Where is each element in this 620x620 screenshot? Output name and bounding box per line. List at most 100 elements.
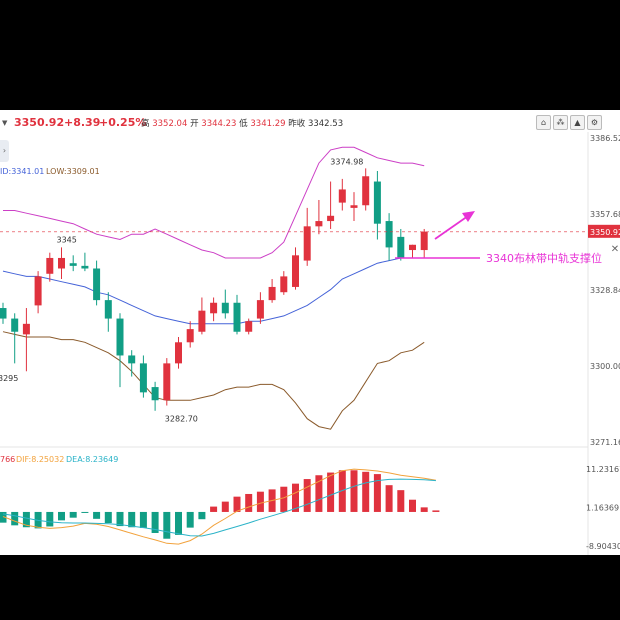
price-axis-tick: 3357.68	[590, 210, 620, 219]
boll-upper-line	[3, 146, 425, 259]
candle-body	[163, 363, 171, 401]
caret-down-icon[interactable]: ▼	[2, 119, 8, 127]
macd-histogram-bar	[303, 479, 311, 512]
candle-body	[373, 181, 381, 224]
macd-histogram-bar	[104, 511, 112, 524]
macd-histogram-bar	[315, 475, 323, 512]
close-panel-icon[interactable]: ✕	[610, 244, 620, 255]
current-price-tag	[588, 224, 620, 238]
candle-body	[69, 263, 77, 266]
macd-histogram-bar	[397, 490, 405, 512]
macd-histogram-bar	[186, 511, 194, 528]
candle-body	[186, 329, 194, 343]
candle-body	[362, 176, 370, 206]
low-label-left: 3295	[0, 374, 18, 383]
trough-label: 3282.70	[165, 415, 198, 424]
candle-body	[420, 231, 428, 251]
macd-axis-tick: 11.23167	[586, 465, 620, 474]
macd-histogram-bar	[409, 499, 416, 512]
candle-body	[350, 205, 358, 208]
macd-histogram-bar	[256, 491, 264, 512]
candle-body	[397, 236, 405, 258]
indicator-icon[interactable]: ⌂	[536, 115, 551, 130]
macd-histogram-bar	[175, 511, 182, 535]
trend-arrow-shaft	[434, 215, 469, 240]
compare-icon[interactable]: ▲	[570, 115, 585, 130]
price-chart[interactable]: 3345 3295 3282.70 3374.98 3340布林带中轨支撑位 3386…	[0, 110, 620, 555]
macd-histogram-bar	[327, 472, 335, 512]
candle-body	[116, 318, 124, 356]
price-axis-tick: 3328.84	[590, 286, 620, 295]
macd-dif-line	[2, 468, 436, 545]
macd-dea-line	[2, 478, 436, 537]
macd-histogram-bar	[139, 511, 147, 529]
candle-body	[22, 323, 30, 335]
macd-histogram-bar	[373, 474, 381, 512]
peak-label: 3345	[57, 235, 77, 244]
price-axis-tick: 3386.52	[590, 134, 620, 143]
macd-histogram-bar	[221, 501, 229, 512]
candle-body	[198, 310, 206, 332]
candle-body	[81, 265, 89, 269]
boll-mid-legend: ID:3341.01	[0, 167, 44, 176]
price-axis-tick: 3271.16	[590, 438, 620, 447]
macd-dif-legend: DIF:8.25032	[16, 455, 64, 464]
trend-arrow-head	[462, 211, 475, 222]
candle-body	[280, 276, 288, 293]
price-change: +8.39	[64, 116, 101, 129]
macd-histogram-bar	[420, 507, 428, 512]
macd-histogram-bar	[233, 496, 241, 512]
candle-body	[210, 302, 218, 314]
macd-histogram-bar	[210, 506, 218, 512]
macd-histogram-bar	[0, 511, 7, 523]
macd-histogram-bar	[46, 511, 54, 527]
macd-histogram-bar	[93, 511, 101, 519]
current-price-tag-label: 3350.92	[590, 228, 620, 237]
macd-histogram-bar	[385, 485, 393, 512]
candle-body	[245, 321, 253, 332]
candle-body	[256, 300, 264, 319]
left-collapse-icon[interactable]: ›	[0, 140, 9, 162]
macd-histogram-bar	[69, 511, 77, 518]
open-value: 3344.23	[201, 119, 237, 129]
macd-axis-tick: 1.16369	[586, 503, 619, 512]
boll-mid-line	[2, 257, 425, 325]
macd-histogram-bar	[163, 511, 171, 539]
candle-body	[46, 257, 54, 274]
macd-histogram-bar	[432, 510, 440, 512]
macd-histogram-bar	[22, 511, 30, 528]
candle-body	[268, 286, 276, 301]
prev-close-label: 昨收	[288, 119, 306, 129]
low-value: 3341.29	[250, 119, 286, 129]
candle-body	[104, 300, 112, 319]
high-label: 高	[141, 119, 150, 129]
candle-body	[93, 268, 101, 301]
candle-body	[0, 308, 7, 319]
macd-histogram-bar	[116, 511, 124, 527]
drawing-icon[interactable]: ⁂	[553, 115, 568, 130]
high-label: 3374.98	[330, 157, 363, 166]
candle-body	[11, 318, 19, 332]
candle-body	[221, 302, 229, 314]
candle-body	[34, 276, 42, 306]
candle-body	[327, 215, 335, 222]
boll-lower-line	[2, 331, 425, 430]
macd-histogram-bar	[58, 511, 65, 521]
last-price: 3350.92	[14, 116, 65, 129]
price-change-pct: +0.25%	[99, 116, 147, 129]
macd-histogram-bar	[292, 483, 299, 512]
low-label: 低	[239, 119, 248, 129]
ohlc-readout: 高 3352.04 开 3344.23 低 3341.29 昨收 3342.53	[141, 117, 343, 131]
settings-icon[interactable]: ⚙	[587, 115, 602, 130]
macd-legend-prefix: 766	[0, 455, 15, 464]
candle-body	[151, 387, 159, 401]
macd-histogram-bar	[338, 470, 346, 512]
candle-body	[175, 342, 182, 364]
candle-body	[139, 363, 147, 393]
candle-body	[58, 257, 65, 269]
support-annotation-text: 3340布林带中轨支撑位	[486, 251, 602, 265]
macd-axis-tick: -8.90430	[586, 542, 620, 551]
prev-close-value: 3342.53	[307, 119, 344, 129]
candle-body	[385, 221, 393, 248]
price-axis-tick: 3300.00	[590, 362, 620, 371]
